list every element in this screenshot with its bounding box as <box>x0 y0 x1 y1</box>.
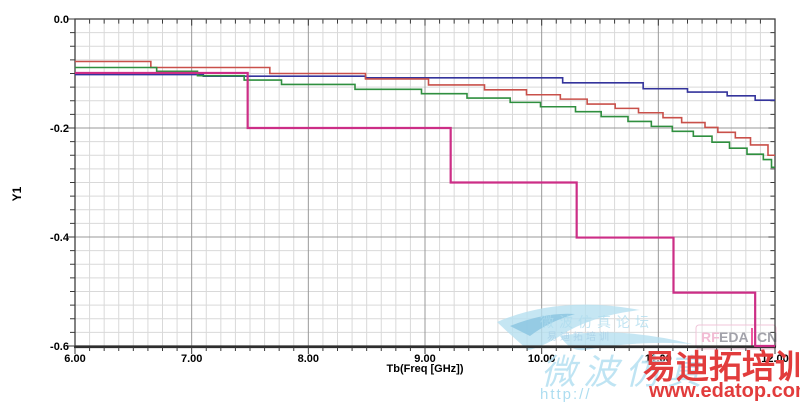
blue-trace <box>75 73 775 102</box>
y-tick-label: 0.0 <box>54 14 69 26</box>
x-tick-label: 12.00 <box>761 353 789 365</box>
y-tick-label: -0.2 <box>50 123 69 135</box>
x-tick-label: 6.00 <box>64 353 85 365</box>
x-tick-label: 9.00 <box>414 353 435 365</box>
x-tick-label: 11.00 <box>645 353 672 365</box>
y-axis-title: Y1 <box>10 186 24 202</box>
y-tick-labels: 0.0 -0.2 -0.4 -0.6 <box>50 14 70 353</box>
watermark-inplot-subtext: 易迪拓培训 <box>547 330 612 343</box>
green-trace <box>75 66 775 169</box>
y-tick-label: -0.6 <box>50 341 69 353</box>
x-tick-label: 8.00 <box>298 353 319 365</box>
series-layer <box>75 60 775 348</box>
bird-logo-watermark <box>497 304 640 350</box>
bird-wing-accent <box>510 313 575 336</box>
axes-ticks <box>67 18 776 354</box>
watermark-inplot-text: 微波仿真论坛 <box>540 314 654 330</box>
rfeda-logo-rf: RF <box>701 329 720 345</box>
red-trace <box>75 60 775 157</box>
x-axis-title: Tb(Freq [GHz]) <box>386 363 464 375</box>
rfeda-logo-eda: EDA <box>719 329 749 345</box>
rfeda-logo-cn: CN <box>757 329 777 345</box>
y-tick-label: -0.4 <box>50 232 70 244</box>
x-tick-labels: 6.00 7.00 8.00 9.00 10.00 11.00 12.00 <box>64 353 788 365</box>
x-tick-label: 7.00 <box>181 353 202 365</box>
x-tick-label: 10.00 <box>528 353 556 365</box>
magenta-trace <box>75 71 775 348</box>
